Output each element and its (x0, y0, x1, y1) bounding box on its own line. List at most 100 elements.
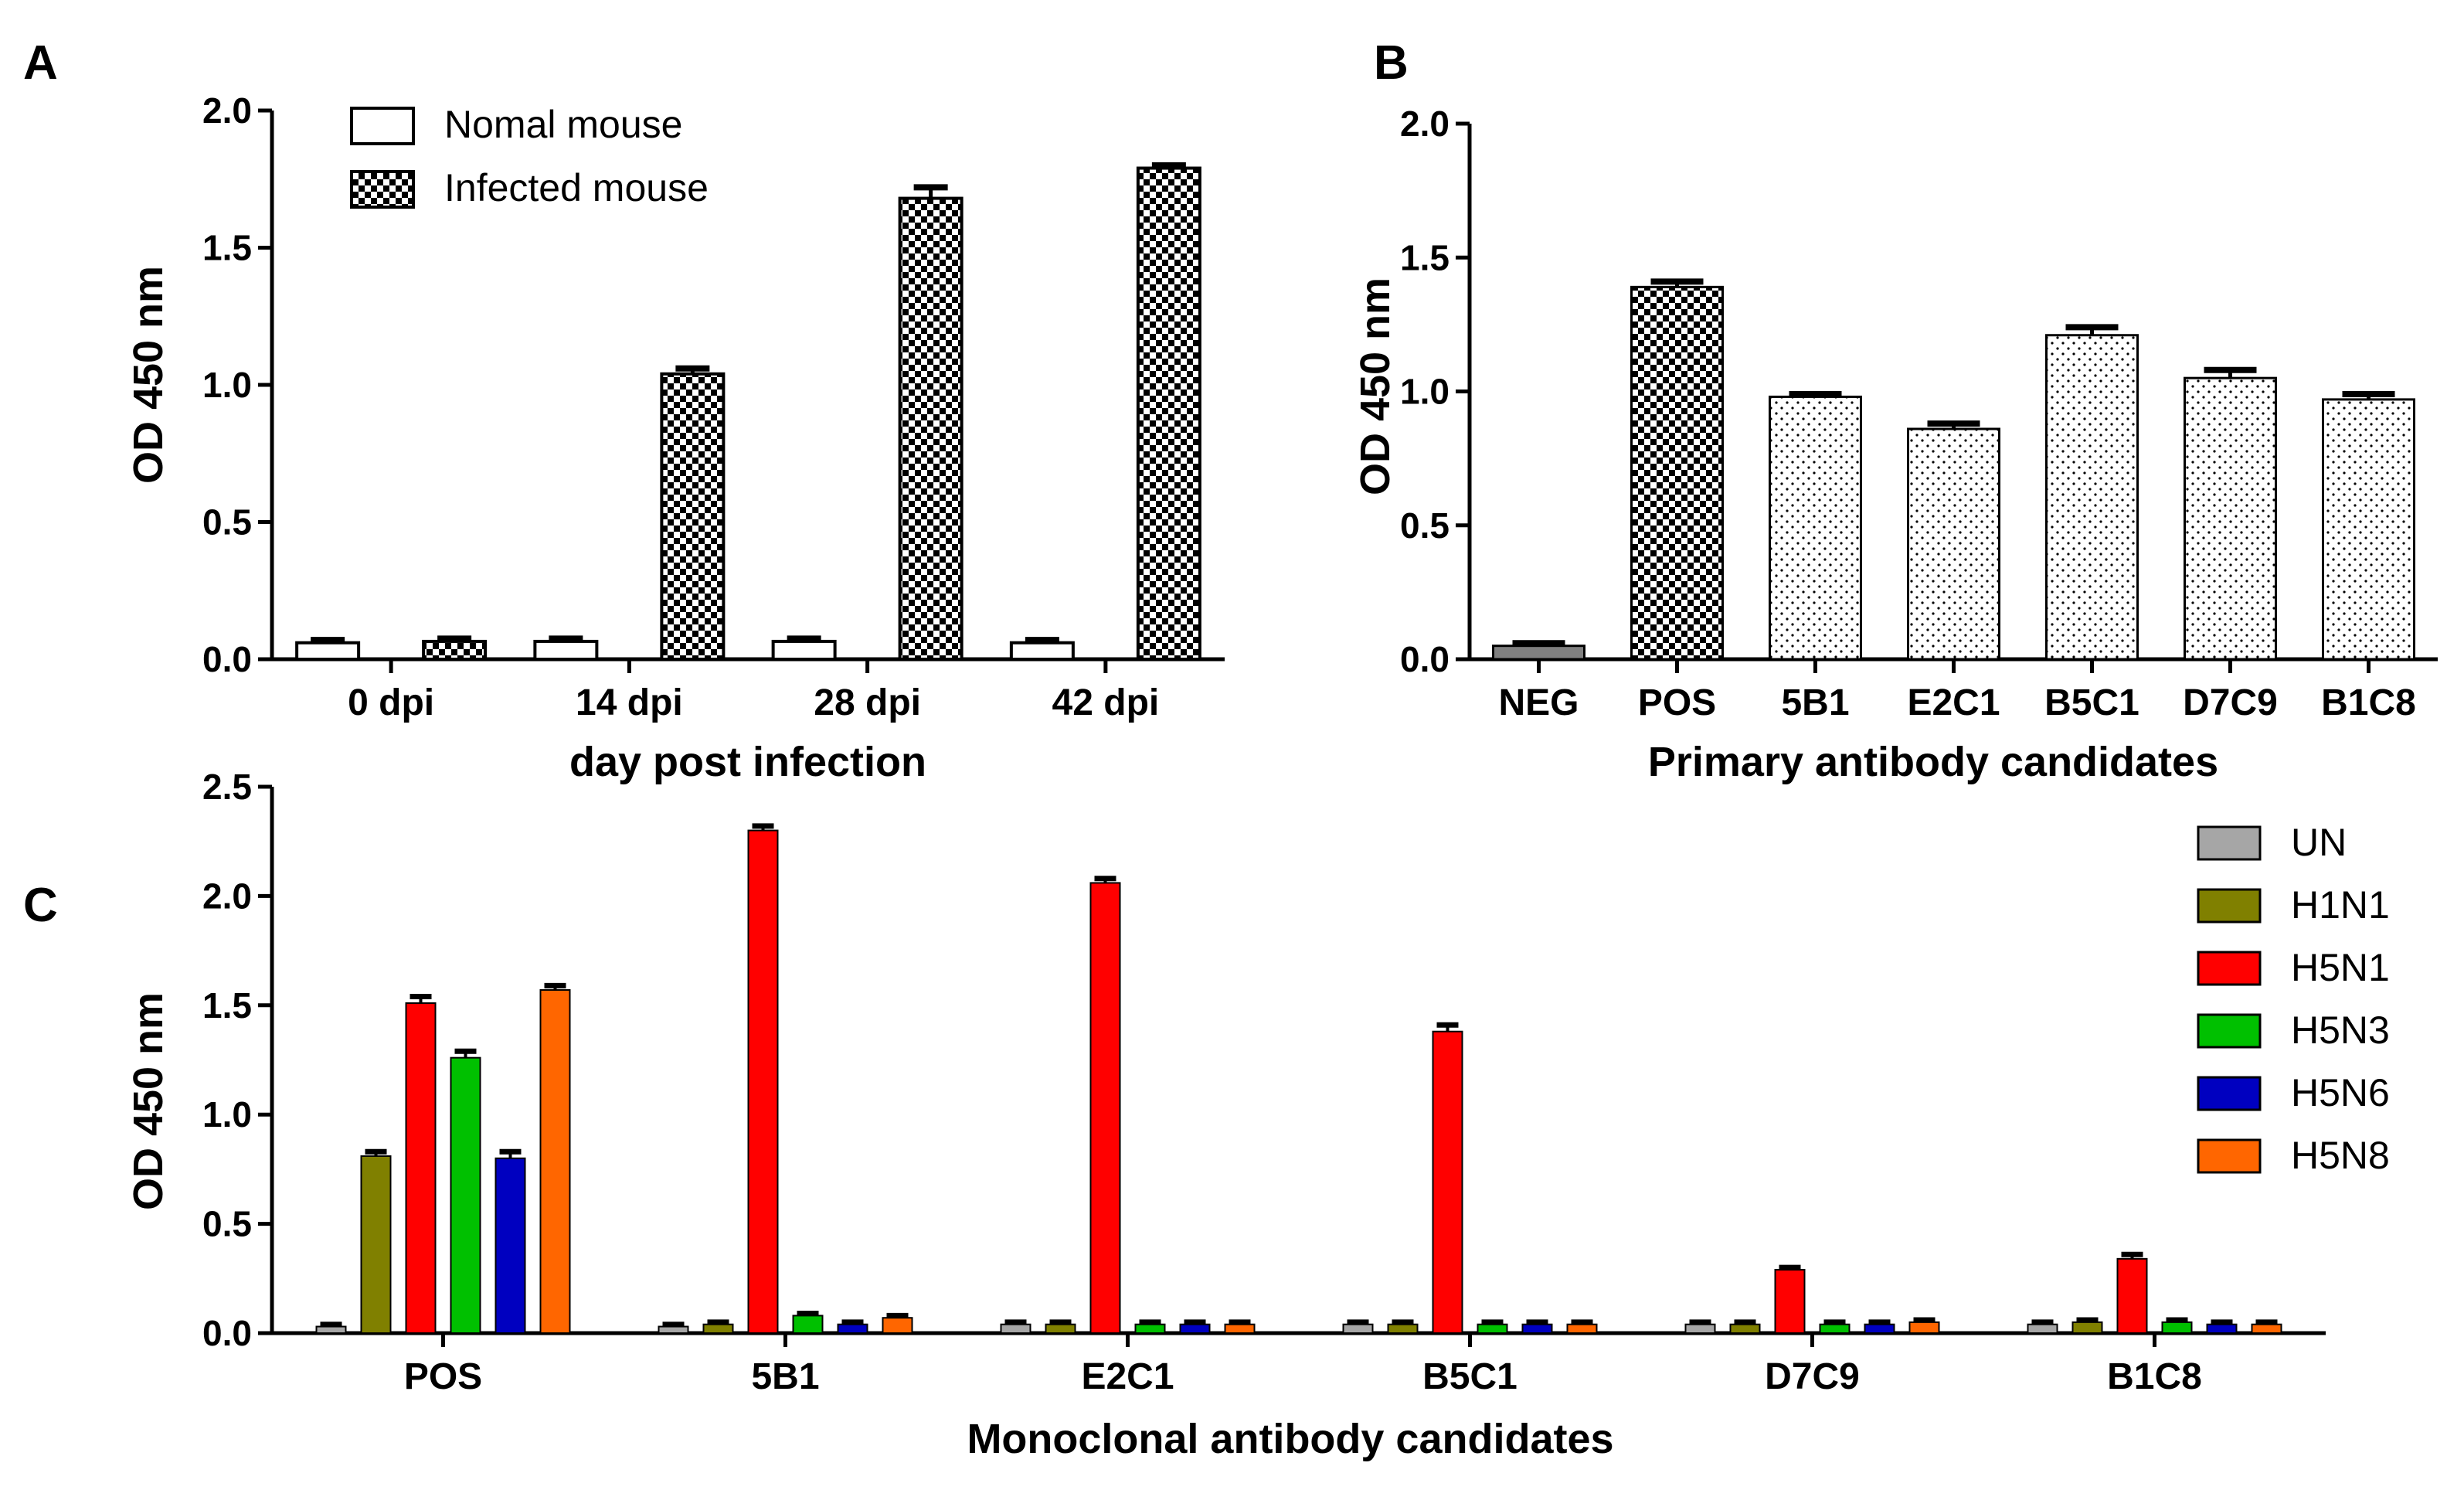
panel-c-y-tick-label: 2.0 (202, 876, 252, 916)
panel-a-y-tick-label: 0.0 (202, 639, 252, 679)
panel-b-y-tick-label: 1.0 (1400, 372, 1450, 412)
panel-a-bar-infected-mouse (422, 639, 488, 661)
panel-a-bar-infected-mouse (660, 372, 726, 661)
panel-c-y-title: OD 450 nm (125, 992, 172, 1210)
panel-c-bar-un (1000, 1323, 1031, 1334)
panel-c-bar-h5n1 (1774, 1268, 1806, 1335)
panel-c-bar-h1n1 (1387, 1323, 1419, 1334)
panel-b-letter: B (1374, 36, 1409, 90)
panel-a-x-tick-label: 14 dpi (576, 682, 683, 723)
panel-c-legend-label: H5N1 (2291, 946, 2390, 989)
panel-b-bar-5b1 (1769, 395, 1862, 661)
panel-c-bar-h5n8 (539, 989, 571, 1335)
panel-b-bar-d7c9 (2184, 376, 2277, 661)
panel-c-bar-h5n8 (882, 1317, 913, 1334)
panel-b-bar-b1c8 (2322, 398, 2415, 661)
panel-a-x-title: day post infection (569, 739, 926, 785)
panel-c-bar-h1n1 (1729, 1323, 1761, 1334)
panel-b-bar-neg (1492, 645, 1585, 661)
panel-a-bar-nomal-mouse (771, 639, 837, 661)
panel-a-legend-swatch-nomal-mouse (350, 107, 415, 145)
panel-c-x-tick-label: E2C1 (1081, 1356, 1174, 1397)
panel-a-bar-nomal-mouse (1009, 641, 1075, 662)
panel-c-bar-h1n1 (360, 1155, 392, 1334)
panel-b-x-tick-label: POS (1638, 682, 1716, 723)
panel-c-bar-h5n1 (1089, 882, 1121, 1334)
panel-c-legend-swatch-h5n8 (2197, 1138, 2262, 1174)
panel-c-bar-h5n6 (1521, 1323, 1553, 1334)
panel-b-chart: B OD 450 nm Primary antibody candidates … (1352, 36, 2438, 785)
panel-c-bar-h5n3 (2161, 1321, 2193, 1334)
panel-a-letter: A (23, 36, 58, 90)
panel-b-x-tick-label: D7C9 (2183, 682, 2278, 723)
panel-b-x-tick-label: NEG (1498, 682, 1579, 723)
panel-a-legend-label: Infected mouse (444, 166, 709, 209)
panel-c-chart: C OD 450 nm Monoclonal antibody candidat… (23, 767, 2390, 1462)
panel-c-bar-un (1684, 1323, 1716, 1334)
panel-c-legend-swatch-h5n1 (2197, 951, 2262, 986)
panel-c-legend: UN H1N1 H5N1 H5N3 H5N6 H5N8 (2197, 821, 2390, 1177)
panel-a-bar-infected-mouse (1136, 166, 1201, 662)
panel-c-x-tick-label: POS (404, 1356, 482, 1397)
panel-c-legend-label: H1N1 (2291, 883, 2390, 927)
panel-c-bar-h5n8 (1908, 1321, 1940, 1334)
panel-b-y-tick-label: 1.5 (1400, 237, 1450, 277)
panel-b-bar-b5c1 (2045, 334, 2139, 661)
panel-c-bar-h5n1 (405, 1002, 437, 1335)
panel-a-x-tick-label: 28 dpi (814, 682, 921, 723)
panel-b-x-tick-label: E2C1 (1907, 682, 2000, 723)
panel-c-bar-un (315, 1325, 347, 1334)
panel-c-bar-h1n1 (2071, 1321, 2103, 1334)
panel-a-legend: Nomal mouse Infected mouse (350, 103, 709, 209)
panel-c-y-tick-label: 0.0 (202, 1313, 252, 1353)
panel-c-legend-label: UN (2291, 821, 2347, 864)
panel-a-bars (295, 162, 1201, 662)
panel-c-bar-h5n3 (1819, 1323, 1851, 1334)
panel-c-bar-h5n3 (792, 1315, 824, 1334)
panel-b-y-tick-label: 0.5 (1400, 505, 1450, 546)
panel-c-bar-h5n1 (747, 829, 779, 1335)
panel-b-x-tick-label: 5B1 (1781, 682, 1849, 723)
panel-c-y-tick-label: 2.5 (202, 767, 252, 807)
panel-c-legend-swatch-un (2197, 825, 2262, 861)
panel-c-legend-label: H5N3 (2291, 1009, 2390, 1052)
panel-a-bar-nomal-mouse (295, 641, 361, 662)
panel-a-x-tick-label: 42 dpi (1052, 682, 1160, 723)
panel-a-y-tick-label: 1.5 (202, 228, 252, 268)
panel-a-x-tick-label: 0 dpi (348, 682, 434, 723)
panel-c-legend-swatch-h5n3 (2197, 1013, 2262, 1049)
panel-a-legend-label: Nomal mouse (444, 103, 682, 146)
panel-c-bar-h1n1 (1045, 1323, 1076, 1334)
panel-a-y-tick-label: 2.0 (202, 90, 252, 131)
panel-a-y-title: OD 450 nm (125, 266, 172, 484)
panel-c-bar-un (2027, 1323, 2058, 1334)
panel-c-letter: C (23, 879, 58, 932)
panel-c-bar-h5n3 (1477, 1323, 1508, 1334)
panel-c-bar-h1n1 (702, 1323, 734, 1334)
panel-b-bars (1492, 278, 2415, 661)
panel-c-bar-h5n6 (1864, 1323, 1895, 1334)
panel-b-bar-e2c1 (1907, 427, 2000, 661)
panel-c-bar-h5n8 (1566, 1323, 1598, 1334)
panel-a-axes: 0.0 0.5 1.0 1.5 2.0 0 dpi 14 dpi 28 dpi 42 dpi (202, 90, 1225, 723)
panel-a-bar-nomal-mouse (533, 639, 599, 661)
panel-c-y-tick-label: 0.5 (202, 1204, 252, 1244)
panel-c-bar-h5n3 (1134, 1323, 1166, 1334)
panel-c-bars (315, 823, 2282, 1335)
panel-b-y-tick-label: 0.0 (1400, 639, 1450, 679)
panel-c-bar-un (1342, 1323, 1374, 1334)
panel-c-x-tick-label: D7C9 (1765, 1356, 1860, 1397)
panel-a-y-tick-label: 1.0 (202, 365, 252, 405)
panel-c-x-tick-label: B5C1 (1422, 1356, 1517, 1397)
panel-c-bar-h5n1 (1432, 1030, 1463, 1334)
panel-c-x-tick-label: B1C8 (2107, 1356, 2202, 1397)
panel-c-legend-label: H5N6 (2291, 1071, 2390, 1114)
panel-c-bar-un (658, 1325, 689, 1334)
panel-a-y-tick-label: 0.5 (202, 502, 252, 543)
panel-c-x-title: Monoclonal antibody candidates (967, 1416, 1613, 1462)
panel-c-bar-h5n1 (2116, 1257, 2148, 1335)
panel-c-x-tick-label: 5B1 (751, 1356, 819, 1397)
panel-c-bar-h5n3 (450, 1056, 481, 1334)
panel-b-y-title: OD 450 nm (1352, 277, 1399, 495)
